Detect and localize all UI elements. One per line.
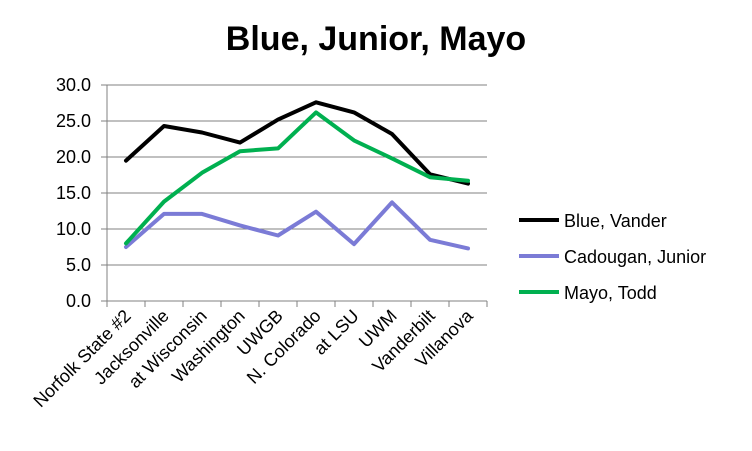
series-lines	[124, 100, 470, 251]
y-tick-label: 30.0	[56, 75, 91, 95]
y-tick-label: 0.0	[66, 291, 91, 311]
legend: Blue, Vander Cadougan, Junior Mayo, Todd	[519, 211, 706, 303]
y-tick-label: 10.0	[56, 219, 91, 239]
legend-label: Cadougan, Junior	[564, 247, 706, 267]
series-line	[124, 110, 470, 246]
y-tick-label: 15.0	[56, 183, 91, 203]
y-tick-labels: 0.0 5.0 10.0 15.0 20.0 25.0 30.0	[56, 75, 91, 311]
gridlines	[107, 84, 487, 266]
y-tick-label: 5.0	[66, 255, 91, 275]
y-tick-label: 20.0	[56, 147, 91, 167]
axes	[101, 84, 488, 307]
chart-title: Blue, Junior, Mayo	[226, 20, 526, 58]
legend-label: Blue, Vander	[564, 211, 667, 231]
series-line	[124, 200, 470, 251]
series-line	[124, 100, 470, 186]
legend-label: Mayo, Todd	[564, 283, 657, 303]
y-tick-label: 25.0	[56, 111, 91, 131]
